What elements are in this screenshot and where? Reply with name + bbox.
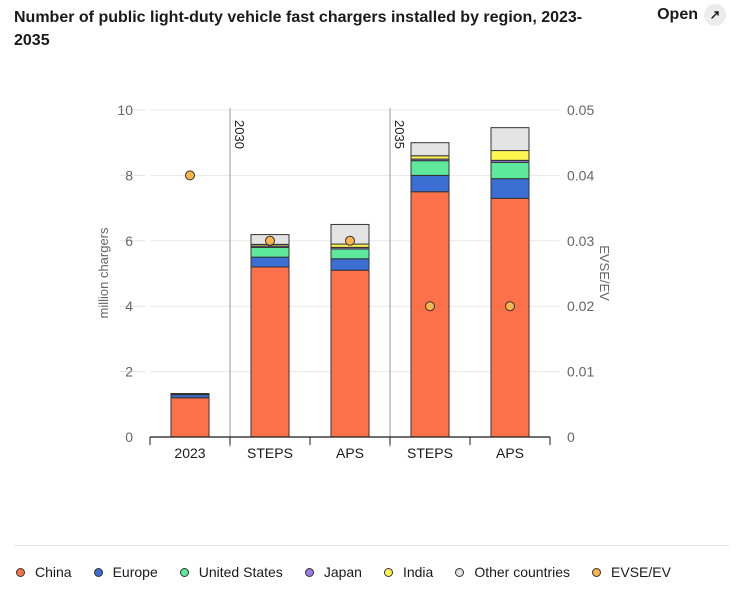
legend-swatch — [179, 567, 189, 577]
y2-tick-label: 0.05 — [567, 102, 594, 118]
legend-swatch — [455, 567, 465, 577]
legend-swatch — [93, 567, 103, 577]
x-tick-label: STEPS — [247, 445, 293, 461]
legend-label: Europe — [112, 564, 158, 580]
legend: China Europe United States Japan India Other … — [16, 564, 671, 580]
legend-label: Other countries — [474, 564, 571, 580]
bar-segment — [490, 127, 530, 152]
bar-segment — [330, 258, 370, 271]
y2-axis-title: EVSE/EV — [597, 245, 612, 301]
evse-ev-point — [345, 235, 355, 246]
y-tick-label: 8 — [125, 167, 133, 183]
y-tick-label: 2 — [125, 364, 133, 380]
y2-tick-label: 0.01 — [567, 364, 594, 380]
legend-label: EVSE/EV — [611, 564, 671, 580]
legend-swatch — [304, 567, 314, 577]
legend-item[interactable]: Japan — [304, 564, 362, 580]
y2-tick-label: 0.03 — [567, 233, 594, 249]
y-tick-label: 0 — [125, 429, 133, 445]
group-label: 2030 — [232, 120, 247, 149]
legend-swatch — [592, 567, 602, 577]
legend-item[interactable]: United States — [179, 564, 283, 580]
bar-segment — [170, 393, 210, 395]
legend-item[interactable]: Other countries — [455, 564, 570, 580]
chart-area: 0 2 4 6 8 10 0 0.01 0.02 0.03 0.04 0.05 million char… — [96, 102, 612, 461]
open-button[interactable]: Open — [657, 4, 726, 26]
y-tick-label: 6 — [125, 233, 133, 249]
legend-item[interactable]: Europe — [93, 564, 158, 580]
open-label: Open — [657, 6, 698, 23]
legend-item[interactable]: India — [383, 564, 434, 580]
legend-item[interactable]: China — [16, 564, 72, 580]
bar-segment — [250, 246, 290, 258]
x-tick-label: APS — [496, 445, 524, 461]
bar-segment — [410, 142, 450, 157]
evse-ev-point — [265, 235, 275, 246]
evse-ev-point — [425, 301, 435, 312]
legend-label: India — [402, 564, 434, 580]
x-tick-label: APS — [336, 445, 364, 461]
y2-tick-label: 0 — [567, 429, 575, 445]
legend-label: United States — [198, 564, 283, 580]
x-tick-label: STEPS — [407, 445, 453, 461]
bar-segment — [410, 191, 450, 438]
legend-label: China — [35, 564, 72, 580]
y-tick-label: 10 — [117, 102, 133, 118]
legend-divider — [14, 545, 729, 546]
legend-swatch — [383, 567, 393, 577]
external-arrow-icon — [704, 4, 726, 26]
bar-segment — [490, 161, 530, 180]
bar-segment — [410, 174, 450, 193]
chart-title: Number of public light-duty vehicle fast… — [14, 9, 583, 49]
legend-label: Japan — [323, 564, 362, 580]
bar-segment — [490, 150, 530, 161]
bar-segment — [490, 197, 530, 438]
y2-tick-label: 0.04 — [567, 167, 594, 183]
bar-segment — [330, 248, 370, 260]
group-label: 2035 — [392, 120, 407, 149]
evse-ev-point — [505, 301, 515, 312]
bar-segment — [490, 178, 530, 199]
x-tick-label: 2023 — [174, 445, 205, 461]
y-axis-title: million chargers — [96, 227, 111, 319]
bar-segment — [250, 256, 290, 268]
legend-item[interactable]: EVSE/EV — [592, 564, 671, 580]
y2-tick-label: 0.02 — [567, 298, 594, 314]
bar-segment — [250, 266, 290, 438]
bar-segment — [330, 269, 370, 438]
legend-swatch — [16, 567, 25, 577]
bar-segment — [410, 160, 450, 176]
evse-ev-point — [185, 170, 195, 181]
bar-segment — [170, 397, 210, 438]
y-tick-label: 4 — [125, 298, 133, 314]
